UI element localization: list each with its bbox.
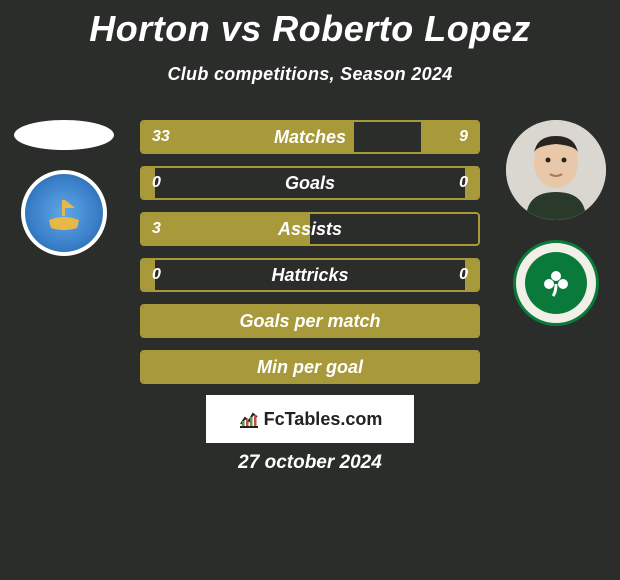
stat-label: Assists — [142, 214, 478, 244]
player-left-column — [8, 120, 120, 256]
stat-label: Min per goal — [142, 352, 478, 382]
stat-value-left: 0 — [152, 168, 161, 198]
player-left-photo-placeholder — [14, 120, 114, 150]
stat-value-left: 0 — [152, 260, 161, 290]
stat-value-left: 33 — [152, 122, 170, 152]
footer-date: 27 october 2024 — [0, 452, 620, 474]
stat-row: Min per goal — [140, 350, 480, 384]
stat-value-right: 0 — [459, 260, 468, 290]
page-subtitle: Club competitions, Season 2024 — [0, 64, 620, 85]
site-name: FcTables.com — [264, 409, 383, 430]
club-badge-left — [21, 170, 107, 256]
stat-row: Goals0 0 — [140, 166, 480, 200]
stat-label: Hattricks — [142, 260, 478, 290]
stat-label: Matches — [142, 122, 478, 152]
stat-row: Goals per match — [140, 304, 480, 338]
stat-label: Goals — [142, 168, 478, 198]
site-badge-text: FcTables.com — [238, 408, 383, 430]
player-right-column — [500, 120, 612, 326]
page-title: Horton vs Roberto Lopez — [0, 0, 620, 50]
stat-label: Goals per match — [142, 306, 478, 336]
stat-row: Hattricks0 0 — [140, 258, 480, 292]
shamrock-icon — [539, 266, 573, 300]
stat-value-right: 9 — [459, 122, 468, 152]
site-badge: FcTables.com — [205, 394, 415, 444]
stats-bars: Matches339Goals00Assists3Hattricks00Goal… — [140, 120, 480, 396]
chart-icon — [238, 408, 260, 430]
stat-value-left: 3 — [152, 214, 161, 244]
stat-row: Assists3 — [140, 212, 480, 246]
ship-icon — [39, 188, 89, 238]
stat-row: Matches33 9 — [140, 120, 480, 154]
club-badge-right — [513, 240, 599, 326]
avatar-icon — [506, 120, 606, 220]
stat-value-right: 0 — [459, 168, 468, 198]
player-right-photo — [506, 120, 606, 220]
